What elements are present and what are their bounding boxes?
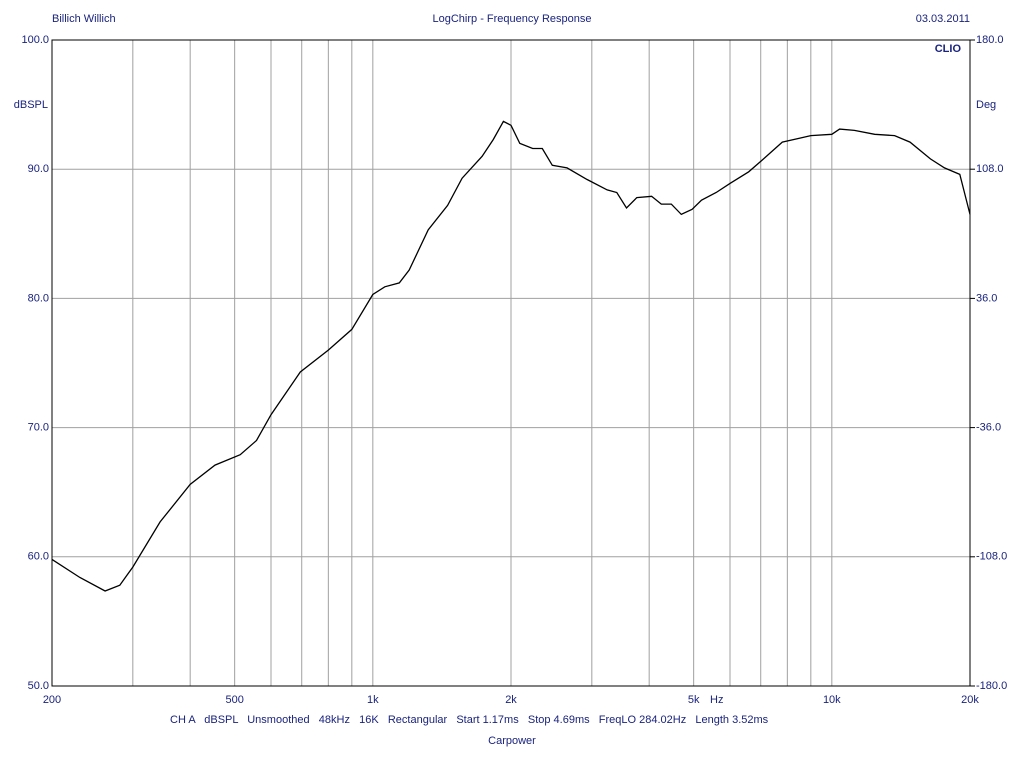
y2-axis-label: Deg bbox=[976, 99, 996, 111]
y-tick-label: 50.0 bbox=[28, 680, 49, 692]
y2-tick-label: 36.0 bbox=[976, 292, 997, 304]
y2-tick-label: 180.0 bbox=[976, 34, 1004, 46]
y-tick-label: 80.0 bbox=[28, 292, 49, 304]
y-axis-label: dBSPL bbox=[14, 99, 48, 111]
y-tick-label: 60.0 bbox=[28, 551, 49, 563]
x-tick-label: 500 bbox=[225, 694, 243, 706]
header-left: Billich Willich bbox=[52, 13, 116, 25]
data-line bbox=[51, 120, 971, 592]
x-tick-label: 10k bbox=[823, 694, 841, 706]
y2-tick-label: -180.0 bbox=[976, 680, 1007, 692]
y-tick-label: 100.0 bbox=[21, 34, 49, 46]
y-tick-label: 70.0 bbox=[28, 422, 49, 434]
x-tick-label: 2k bbox=[505, 694, 517, 706]
brand: CLIO bbox=[935, 43, 962, 55]
y2-tick-label: 108.0 bbox=[976, 163, 1004, 175]
x-tick-label: 5k bbox=[688, 694, 700, 706]
plot-frame bbox=[51, 39, 971, 687]
x-tick-label: 1k bbox=[367, 694, 379, 706]
subfooter: Carpower bbox=[488, 735, 536, 747]
y-tick-label: 90.0 bbox=[28, 163, 49, 175]
y2-tick-label: -36.0 bbox=[976, 422, 1001, 434]
header-right: 03.03.2011 bbox=[916, 13, 970, 25]
x-axis-label: Hz bbox=[710, 694, 723, 706]
x-tick-label: 20k bbox=[961, 694, 979, 706]
chart-title: LogChirp - Frequency Response bbox=[433, 13, 592, 25]
x-tick-label: 200 bbox=[43, 694, 61, 706]
footer: CH A dBSPL Unsmoothed 48kHz 16K Rectangu… bbox=[170, 714, 769, 726]
y2-tick-label: -108.0 bbox=[976, 551, 1007, 563]
